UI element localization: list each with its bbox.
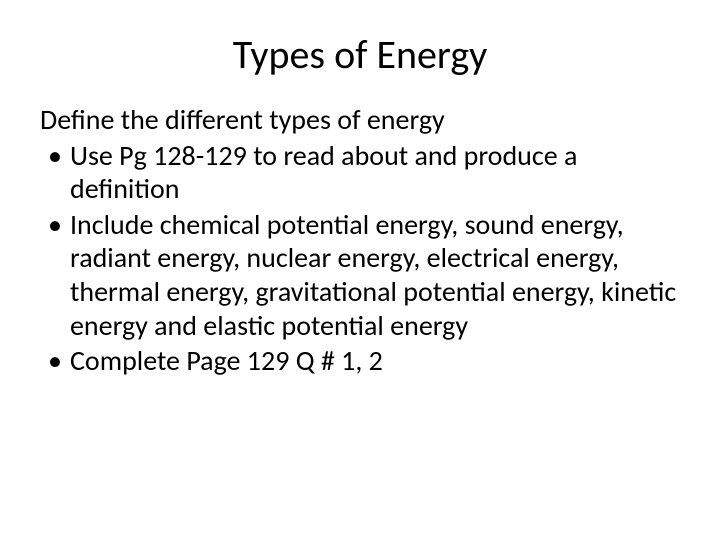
slide-intro-text: Define the different types of energy [40, 103, 680, 137]
bullet-item: Include chemical potential energy, sound… [40, 208, 680, 342]
slide-title: Types of Energy [40, 30, 680, 79]
bullet-list: Use Pg 128-129 to read about and produce… [40, 139, 680, 378]
bullet-item: Complete Page 129 Q # 1, 2 [40, 344, 680, 378]
bullet-item: Use Pg 128-129 to read about and produce… [40, 139, 680, 206]
